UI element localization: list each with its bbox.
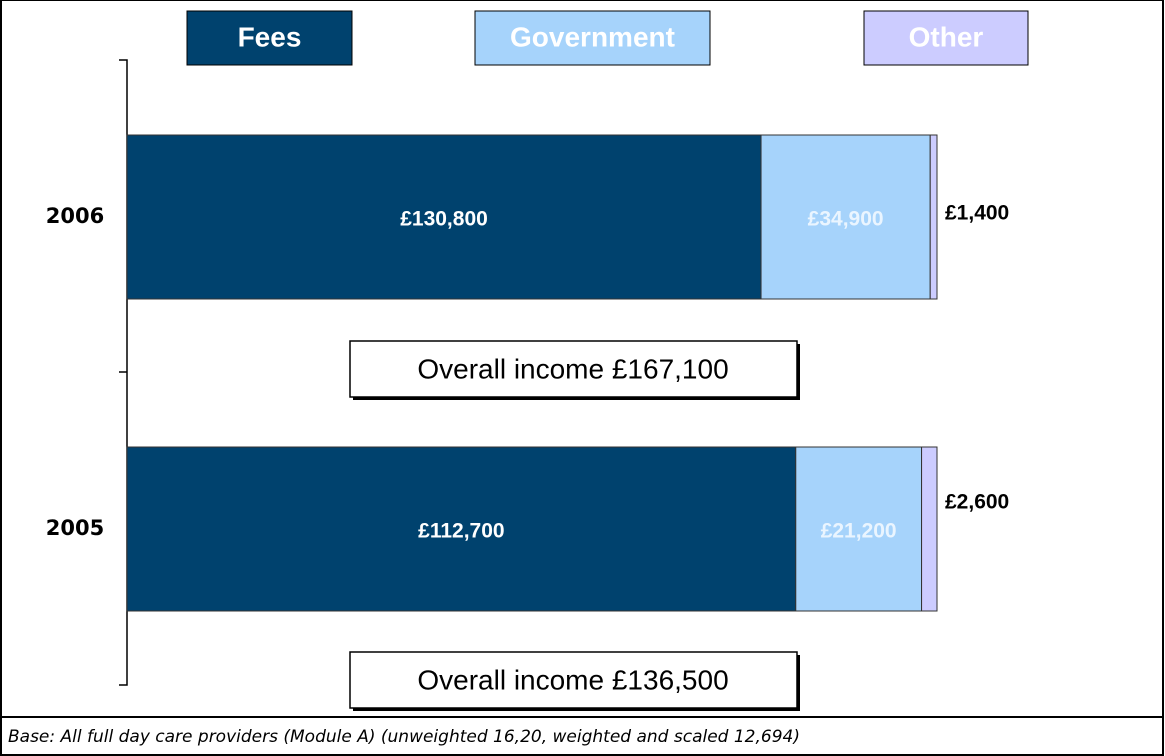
- data-label: £1,400: [945, 202, 1009, 225]
- legend-label: Fees: [238, 21, 302, 52]
- bar-segment: [921, 446, 938, 612]
- data-label: £130,800: [400, 208, 488, 231]
- legend-label: Other: [909, 21, 984, 52]
- bar-segment: [126, 446, 797, 612]
- data-label: £21,200: [821, 520, 897, 543]
- data-label: £112,700: [418, 520, 504, 543]
- bar-segment: [929, 134, 938, 300]
- bar-segment: [126, 134, 762, 300]
- category-axis: [119, 59, 128, 686]
- category-label: 2005: [46, 516, 104, 540]
- annotation-box: [349, 340, 798, 398]
- annotation: Overall income £136,500: [417, 664, 728, 695]
- bar-segment: [795, 446, 923, 612]
- legend-label: Government: [510, 21, 675, 52]
- legend-swatch: [474, 10, 711, 66]
- legend-swatch: [186, 10, 353, 66]
- annotation: Overall income £167,100: [417, 353, 728, 384]
- annotation-box: [349, 651, 798, 709]
- category-label: 2006: [46, 204, 104, 228]
- legend-swatch: [863, 10, 1029, 66]
- footnote: Base: All full day care providers (Modul…: [8, 727, 800, 747]
- data-label: £2,600: [945, 491, 1009, 514]
- data-label: £34,900: [808, 208, 884, 231]
